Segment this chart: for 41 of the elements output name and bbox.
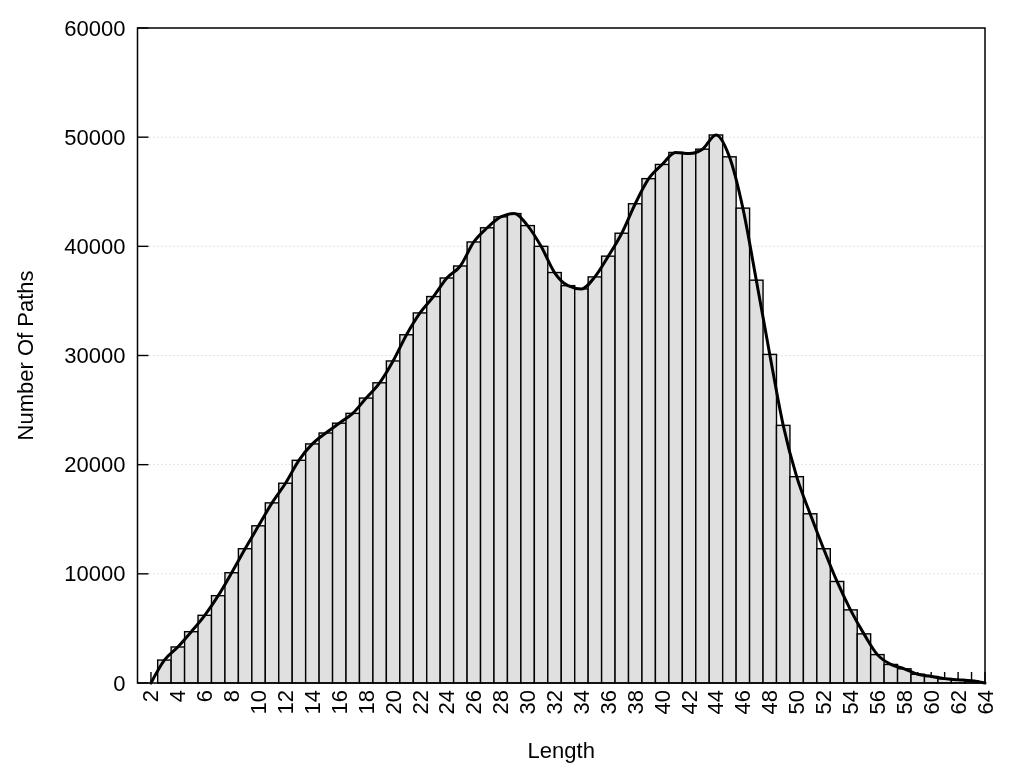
x-tick-label: 16: [326, 690, 352, 715]
y-axis-title: Number Of Paths: [12, 270, 38, 441]
y-tick-label: 30000: [64, 343, 126, 368]
x-tick-label: 58: [891, 690, 917, 715]
x-tick-label: 28: [488, 690, 514, 715]
x-tick-label: 42: [676, 690, 702, 715]
x-tick-label: 60: [918, 690, 944, 715]
x-tick-label: 4: [165, 690, 191, 703]
y-tick-label: 50000: [64, 124, 126, 150]
x-tick-label: 30: [515, 690, 541, 715]
y-tick-label: 10000: [64, 561, 126, 587]
x-tick-label: 52: [811, 690, 837, 715]
x-tick-label: 54: [837, 690, 863, 715]
x-tick-label: 10: [246, 690, 272, 715]
x-tick-label: 14: [299, 690, 325, 715]
x-tick-label: 50: [784, 690, 810, 715]
y-tick-label: 20000: [64, 452, 126, 478]
x-tick-label: 12: [272, 690, 298, 715]
x-tick-label: 36: [595, 690, 621, 715]
x-tick-label: 18: [353, 690, 379, 715]
y-tick-label: 60000: [64, 15, 126, 41]
x-tick-label: 46: [730, 690, 756, 715]
x-tick-label: 64: [972, 690, 998, 715]
x-tick-label: 34: [568, 690, 594, 715]
x-tick-label: 48: [757, 690, 783, 715]
x-tick-label: 8: [219, 690, 245, 703]
x-tick-label: 32: [542, 690, 568, 715]
x-tick-label: 6: [192, 690, 218, 703]
x-tick-label: 38: [622, 690, 648, 715]
x-tick-label: 2: [138, 690, 164, 703]
x-tick-label: 26: [461, 690, 487, 715]
x-axis-title: Length: [527, 738, 595, 763]
x-tick-label: 20: [380, 690, 406, 715]
x-tick-label: 56: [864, 690, 890, 715]
x-tick-label: 44: [703, 690, 729, 715]
x-tick-label: 24: [434, 690, 460, 715]
x-tick-label: 22: [407, 690, 433, 715]
y-tick-label: 40000: [64, 233, 126, 259]
x-tick-label: 62: [945, 690, 971, 715]
y-tick-label: 0: [113, 670, 126, 696]
x-tick-label: 40: [649, 690, 675, 715]
